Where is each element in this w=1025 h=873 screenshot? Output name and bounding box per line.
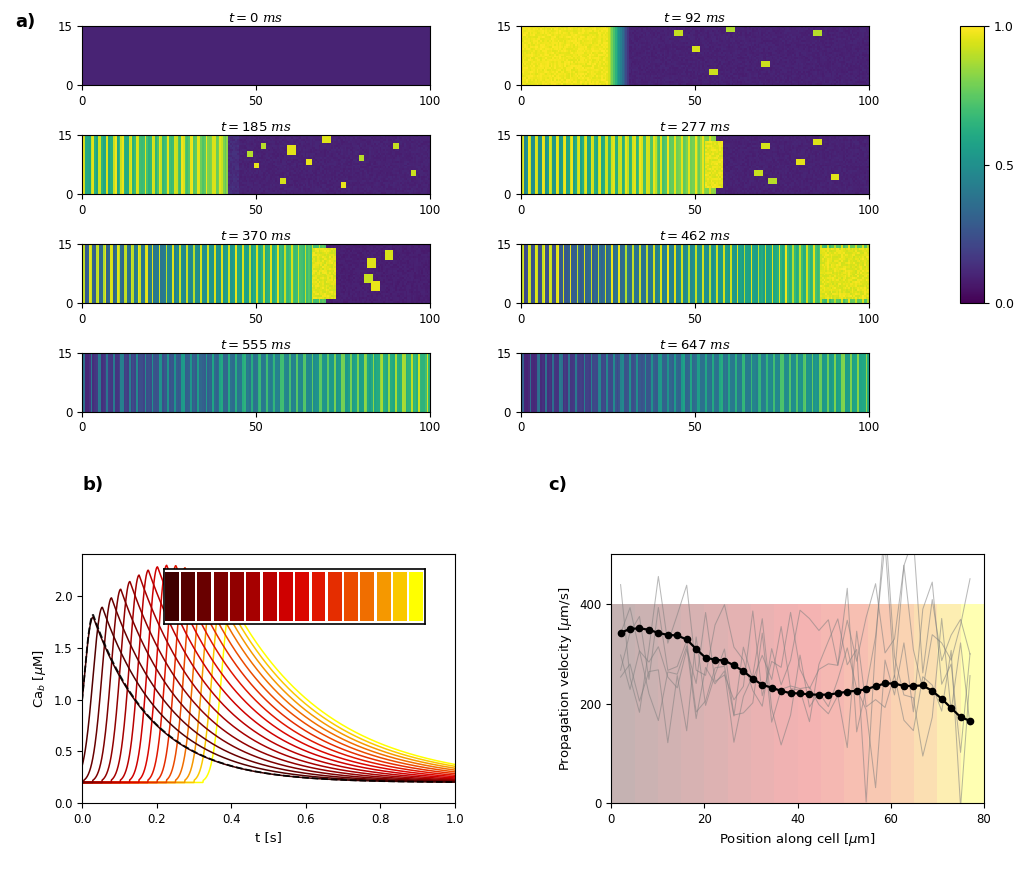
Bar [867, 604, 891, 803]
Title: $t = 0$ ms: $t = 0$ ms [229, 12, 283, 25]
Text: b): b) [82, 476, 104, 494]
Bar [938, 604, 960, 803]
Text: c): c) [548, 476, 567, 494]
Bar [611, 604, 634, 803]
Title: $t = 185$ ms: $t = 185$ ms [220, 121, 292, 134]
Bar [682, 604, 704, 803]
Bar [751, 604, 774, 803]
Bar [960, 604, 984, 803]
Bar [774, 604, 797, 803]
Text: a): a) [15, 13, 36, 31]
Title: $t = 555$ ms: $t = 555$ ms [220, 339, 292, 352]
Bar [728, 604, 751, 803]
Bar [634, 604, 658, 803]
X-axis label: Position along cell [$\mu$m]: Position along cell [$\mu$m] [720, 831, 876, 849]
Y-axis label: Ca$_b$ [$\mu$M]: Ca$_b$ [$\mu$M] [31, 650, 48, 708]
Bar [914, 604, 938, 803]
Y-axis label: Propagation velocity [$\mu$m/s]: Propagation velocity [$\mu$m/s] [557, 587, 574, 771]
Title: $t = 647$ ms: $t = 647$ ms [659, 339, 731, 352]
Bar [658, 604, 682, 803]
Bar [704, 604, 728, 803]
Bar [845, 604, 867, 803]
Title: $t = 92$ ms: $t = 92$ ms [663, 12, 727, 25]
Title: $t = 277$ ms: $t = 277$ ms [659, 121, 731, 134]
Title: $t = 462$ ms: $t = 462$ ms [659, 230, 731, 243]
Bar [821, 604, 845, 803]
Title: $t = 370$ ms: $t = 370$ ms [220, 230, 292, 243]
X-axis label: t [s]: t [s] [255, 831, 282, 844]
Bar [797, 604, 821, 803]
Bar [891, 604, 914, 803]
